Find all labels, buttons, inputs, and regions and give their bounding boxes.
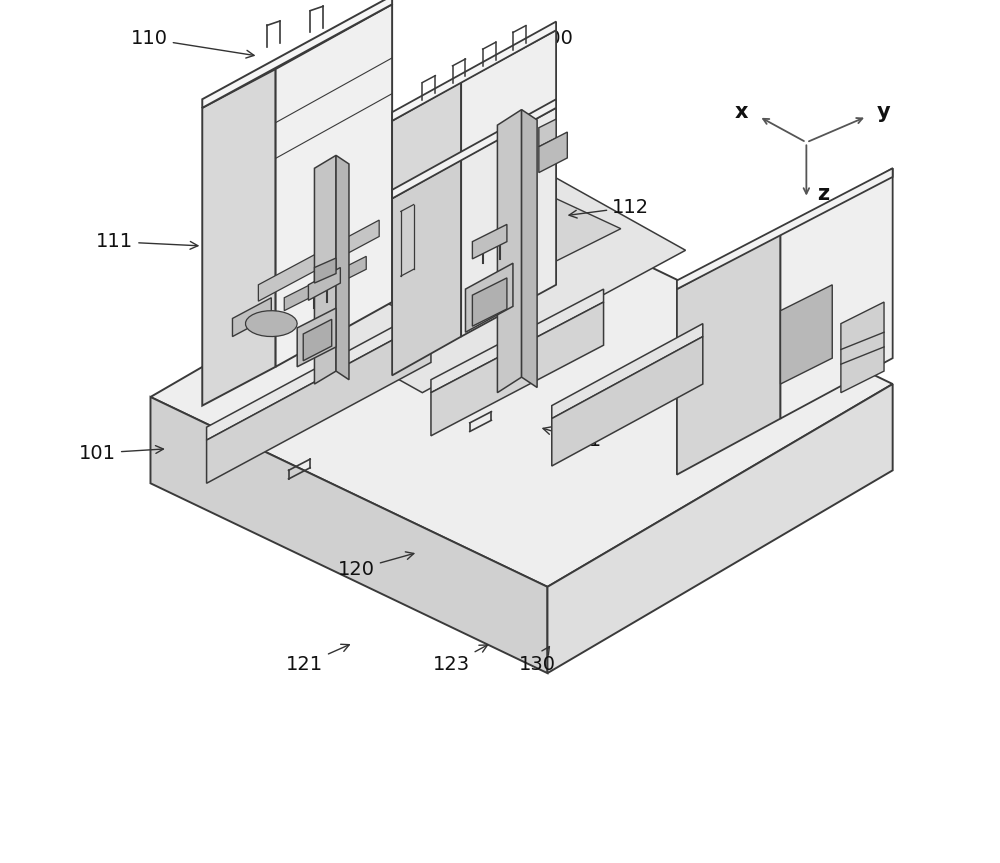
Polygon shape: [780, 285, 832, 384]
Polygon shape: [150, 194, 893, 587]
Polygon shape: [392, 22, 556, 121]
Text: 131: 131: [543, 427, 602, 450]
Polygon shape: [224, 216, 539, 362]
Text: y: y: [877, 102, 891, 123]
Polygon shape: [336, 155, 349, 380]
Polygon shape: [461, 108, 556, 337]
Polygon shape: [207, 306, 431, 440]
Polygon shape: [431, 289, 604, 393]
Polygon shape: [207, 229, 422, 388]
Text: 121: 121: [286, 645, 349, 674]
Polygon shape: [539, 119, 556, 147]
Polygon shape: [237, 217, 543, 365]
Polygon shape: [202, 0, 392, 108]
Text: 122: 122: [802, 344, 869, 363]
Text: 130: 130: [519, 646, 556, 674]
Polygon shape: [392, 99, 556, 198]
Text: 160: 160: [269, 185, 328, 211]
Polygon shape: [310, 173, 621, 324]
Polygon shape: [276, 168, 686, 393]
Polygon shape: [392, 82, 461, 198]
Polygon shape: [539, 132, 567, 173]
Text: 100: 100: [534, 29, 573, 54]
Polygon shape: [552, 324, 703, 419]
Text: 111: 111: [96, 232, 198, 251]
Text: 123: 123: [433, 645, 488, 674]
Polygon shape: [232, 298, 271, 337]
Polygon shape: [552, 337, 703, 466]
Polygon shape: [308, 268, 340, 300]
Polygon shape: [392, 160, 461, 375]
Polygon shape: [314, 155, 336, 384]
Polygon shape: [780, 168, 893, 419]
Polygon shape: [522, 110, 537, 387]
Text: x: x: [735, 102, 749, 123]
Polygon shape: [150, 397, 547, 673]
Polygon shape: [246, 311, 297, 337]
Polygon shape: [314, 258, 336, 283]
Polygon shape: [677, 168, 893, 289]
Polygon shape: [202, 69, 276, 406]
Polygon shape: [276, 4, 392, 367]
Text: 112: 112: [569, 198, 649, 218]
Polygon shape: [431, 302, 604, 436]
Polygon shape: [677, 233, 780, 475]
Text: 110: 110: [131, 29, 254, 58]
Text: z: z: [817, 184, 829, 205]
Polygon shape: [207, 319, 431, 483]
Polygon shape: [841, 302, 884, 393]
Polygon shape: [472, 224, 507, 259]
Polygon shape: [303, 319, 332, 361]
Text: 150: 150: [444, 288, 481, 312]
Text: 101: 101: [79, 444, 163, 463]
Polygon shape: [230, 217, 541, 363]
Polygon shape: [258, 220, 379, 301]
Text: 120: 120: [338, 551, 414, 579]
Polygon shape: [284, 256, 366, 311]
Polygon shape: [547, 384, 893, 673]
Polygon shape: [465, 263, 513, 332]
Polygon shape: [207, 216, 422, 350]
Polygon shape: [497, 110, 522, 393]
Polygon shape: [461, 30, 556, 160]
Polygon shape: [472, 278, 507, 326]
Polygon shape: [297, 308, 336, 367]
